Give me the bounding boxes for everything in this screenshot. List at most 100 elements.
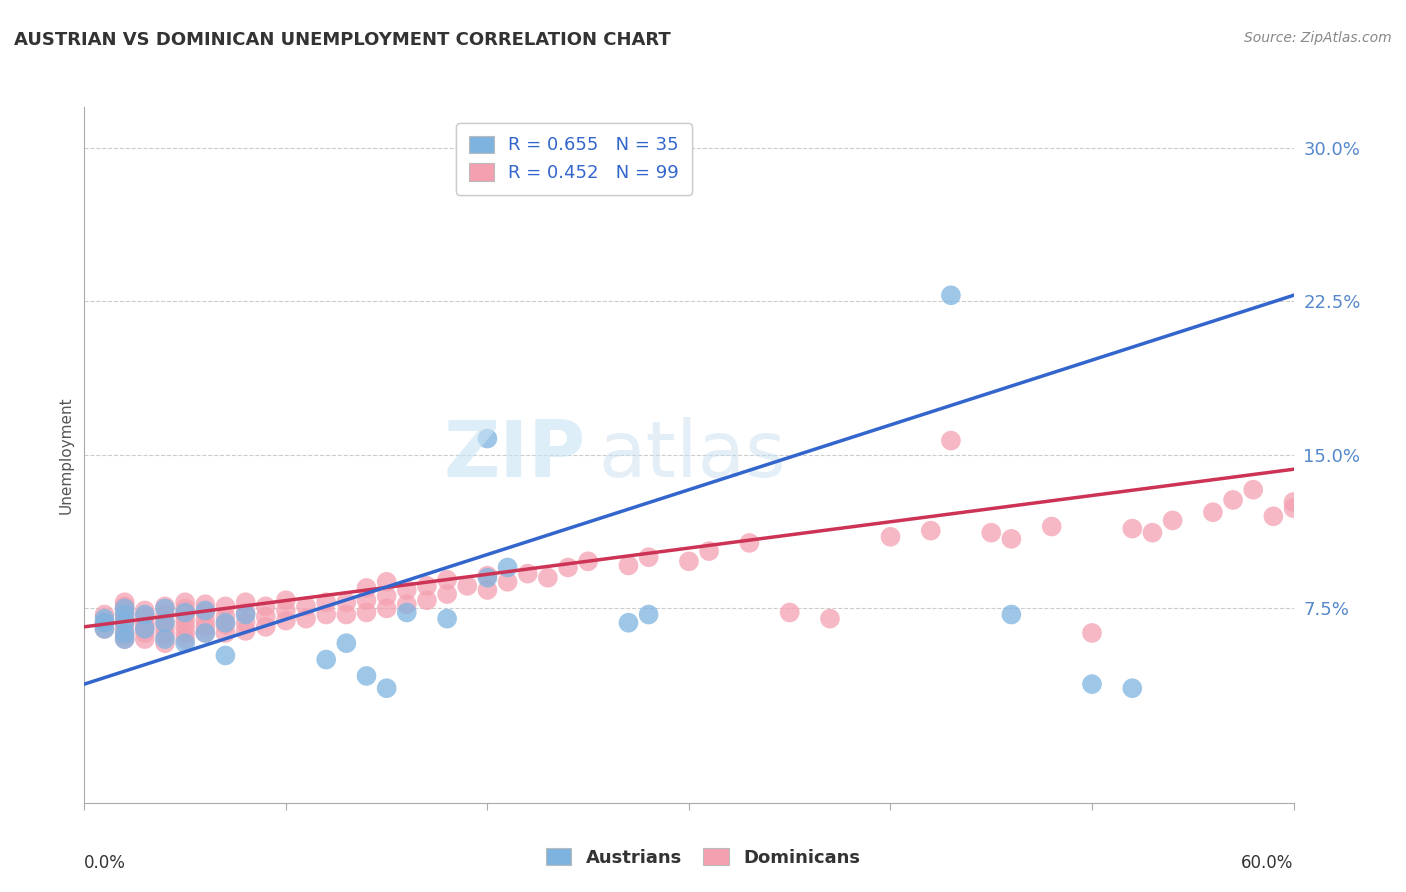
- Point: [114, 607, 136, 622]
- Point: [194, 626, 217, 640]
- Point: [114, 599, 136, 614]
- Point: [214, 626, 236, 640]
- Point: [93, 607, 115, 622]
- Point: [274, 593, 297, 607]
- Point: [153, 599, 176, 614]
- Point: [477, 582, 499, 597]
- Point: [153, 601, 176, 615]
- Point: [114, 603, 136, 617]
- Point: [1000, 532, 1022, 546]
- Point: [879, 530, 901, 544]
- Point: [456, 579, 478, 593]
- Point: [436, 612, 458, 626]
- Point: [114, 632, 136, 646]
- Point: [114, 626, 136, 640]
- Point: [174, 626, 197, 640]
- Point: [637, 607, 659, 622]
- Point: [114, 612, 136, 626]
- Point: [395, 597, 418, 611]
- Point: [235, 615, 257, 630]
- Point: [114, 615, 136, 630]
- Point: [980, 525, 1002, 540]
- Point: [477, 432, 499, 446]
- Point: [295, 599, 318, 614]
- Legend: Austrians, Dominicans: Austrians, Dominicans: [538, 841, 868, 874]
- Point: [194, 597, 217, 611]
- Text: Source: ZipAtlas.com: Source: ZipAtlas.com: [1244, 31, 1392, 45]
- Legend: R = 0.655   N = 35, R = 0.452   N = 99: R = 0.655 N = 35, R = 0.452 N = 99: [456, 123, 692, 195]
- Point: [477, 571, 499, 585]
- Point: [375, 574, 398, 589]
- Point: [436, 573, 458, 587]
- Text: 0.0%: 0.0%: [84, 854, 127, 872]
- Point: [134, 607, 156, 622]
- Point: [134, 626, 156, 640]
- Point: [174, 620, 197, 634]
- Point: [315, 607, 337, 622]
- Point: [153, 632, 176, 646]
- Point: [496, 560, 519, 574]
- Point: [335, 607, 357, 622]
- Text: AUSTRIAN VS DOMINICAN UNEMPLOYMENT CORRELATION CHART: AUSTRIAN VS DOMINICAN UNEMPLOYMENT CORRE…: [14, 31, 671, 49]
- Point: [114, 632, 136, 646]
- Point: [395, 606, 418, 620]
- Point: [1000, 607, 1022, 622]
- Point: [174, 606, 197, 620]
- Point: [134, 620, 156, 634]
- Point: [194, 614, 217, 628]
- Text: ZIP: ZIP: [444, 417, 586, 493]
- Point: [153, 607, 176, 622]
- Point: [214, 599, 236, 614]
- Point: [153, 615, 176, 630]
- Point: [356, 669, 378, 683]
- Point: [1282, 501, 1305, 516]
- Point: [818, 612, 841, 626]
- Point: [537, 571, 560, 585]
- Point: [697, 544, 720, 558]
- Point: [1121, 681, 1143, 696]
- Point: [1222, 492, 1244, 507]
- Point: [235, 606, 257, 620]
- Point: [1121, 522, 1143, 536]
- Point: [174, 601, 197, 615]
- Point: [134, 615, 156, 630]
- Point: [174, 595, 197, 609]
- Point: [134, 603, 156, 617]
- Point: [114, 601, 136, 615]
- Point: [477, 568, 499, 582]
- Point: [557, 560, 579, 574]
- Point: [153, 615, 176, 630]
- Point: [1263, 509, 1285, 524]
- Point: [496, 574, 519, 589]
- Point: [356, 606, 378, 620]
- Point: [114, 595, 136, 609]
- Point: [93, 615, 115, 630]
- Point: [114, 607, 136, 622]
- Point: [395, 582, 418, 597]
- Point: [1040, 519, 1063, 533]
- Point: [576, 554, 599, 568]
- Point: [416, 593, 439, 607]
- Point: [174, 636, 197, 650]
- Point: [939, 434, 962, 448]
- Point: [617, 558, 640, 573]
- Point: [637, 550, 659, 565]
- Text: 60.0%: 60.0%: [1241, 854, 1294, 872]
- Point: [516, 566, 538, 581]
- Point: [254, 609, 277, 624]
- Point: [375, 601, 398, 615]
- Point: [1081, 677, 1104, 691]
- Y-axis label: Unemployment: Unemployment: [58, 396, 73, 514]
- Point: [678, 554, 700, 568]
- Point: [93, 612, 115, 626]
- Point: [356, 581, 378, 595]
- Point: [295, 612, 318, 626]
- Point: [939, 288, 962, 302]
- Point: [174, 607, 197, 622]
- Point: [274, 603, 297, 617]
- Point: [436, 587, 458, 601]
- Point: [1161, 513, 1184, 527]
- Point: [375, 589, 398, 603]
- Point: [1202, 505, 1225, 519]
- Point: [93, 615, 115, 630]
